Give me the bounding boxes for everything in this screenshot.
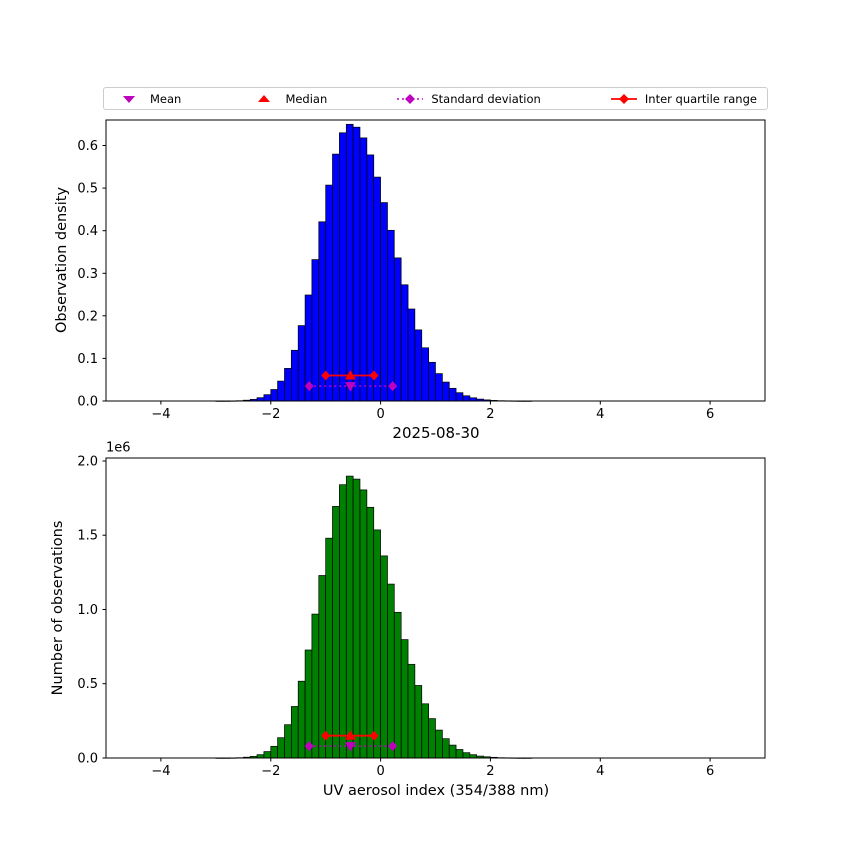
svg-text:0.2: 0.2	[77, 309, 98, 324]
bottom-y-axis-label: Number of observations	[50, 520, 66, 696]
mean-marker-icon	[114, 92, 144, 106]
svg-text:2: 2	[486, 407, 494, 422]
observation-count-histogram-frame	[105, 457, 766, 759]
svg-text:4: 4	[596, 764, 604, 779]
legend-item-median: Median	[249, 92, 327, 106]
observation-density-histogram-ticks: −4 −2 0 2 4 6 0.0 0.1 0.2 0.3 0.4 0.5 0.6	[77, 139, 714, 422]
legend-item-iqr: Inter quartile range	[609, 92, 757, 106]
svg-text:1.0: 1.0	[77, 603, 98, 618]
median-marker	[344, 370, 356, 380]
x-axis-label: UV aerosol index (354/388 nm)	[322, 783, 550, 799]
legend-label-iqr: Inter quartile range	[644, 91, 757, 106]
median-marker	[344, 730, 356, 740]
svg-text:1.5: 1.5	[77, 529, 98, 544]
observation-count-histogram-bars	[215, 475, 532, 759]
mean-marker	[344, 382, 356, 392]
mean-marker	[344, 742, 356, 752]
median-marker-icon	[249, 92, 279, 106]
legend-label-median: Median	[285, 91, 328, 106]
observation-density-histogram-frame	[105, 119, 766, 402]
svg-text:−2: −2	[261, 764, 280, 779]
svg-text:4: 4	[596, 407, 604, 422]
svg-text:−4: −4	[151, 764, 170, 779]
svg-text:−2: −2	[261, 407, 280, 422]
legend-item-mean: Mean	[114, 92, 181, 106]
y-axis-offset-text: 1e6	[106, 440, 131, 456]
svg-text:2.0: 2.0	[77, 455, 98, 470]
svg-text:2: 2	[486, 764, 494, 779]
legend-item-std: Standard deviation	[395, 91, 541, 106]
svg-text:−4: −4	[151, 407, 170, 422]
plot-title: 2025-08-30	[392, 424, 480, 442]
svg-text:6: 6	[706, 407, 714, 422]
svg-text:6: 6	[706, 764, 714, 779]
svg-text:0.5: 0.5	[77, 182, 98, 197]
svg-text:0.0: 0.0	[77, 395, 98, 410]
svg-text:0.3: 0.3	[77, 267, 98, 282]
observation-count-histogram-stat-markers	[304, 730, 398, 752]
svg-text:0.6: 0.6	[77, 139, 98, 154]
observation-density-histogram-stat-markers	[304, 370, 398, 392]
svg-text:0.5: 0.5	[77, 677, 98, 692]
svg-text:0.4: 0.4	[77, 224, 98, 239]
observation-count-histogram-ticks: −4 −2 0 2 4 6 0.0 0.5 1.0 1.5 2.0	[77, 455, 714, 780]
svg-text:0: 0	[376, 407, 384, 422]
observation-density-histogram-bars	[215, 123, 532, 402]
legend-label-mean: Mean	[150, 91, 182, 106]
standard-deviation-marker-icon	[395, 92, 425, 106]
top-y-axis-label: Observation density	[54, 186, 70, 334]
svg-text:0.1: 0.1	[77, 352, 98, 367]
inter-quartile-range-marker-icon	[609, 92, 639, 106]
legend-label-std: Standard deviation	[431, 91, 541, 106]
svg-text:0: 0	[376, 764, 384, 779]
legend: Mean Median Standard deviation Inter qua…	[103, 87, 768, 110]
svg-text:0.0: 0.0	[77, 752, 98, 767]
